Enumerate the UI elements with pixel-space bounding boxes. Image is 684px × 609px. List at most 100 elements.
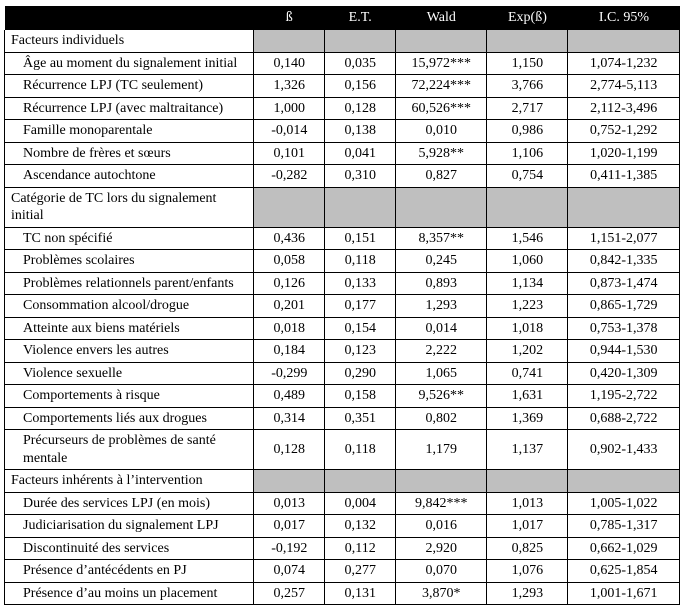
table-row: Présence d’antécédents en PJ0,0740,2770,… [5,560,680,583]
table-row: Comportements à risque0,4890,1589,526**1… [5,385,680,408]
cell-et: 0,118 [325,430,396,470]
cell-exp: 1,013 [487,492,568,515]
cell-wald: 60,526*** [396,97,487,120]
row-label: Précurseurs de problèmes de santé mental… [5,430,254,470]
cell-et: 0,118 [325,250,396,273]
cell-wald: 0,016 [396,515,487,538]
cell-et: 0,138 [325,120,396,143]
cell-wald: 2,920 [396,537,487,560]
cell-exp: 1,134 [487,272,568,295]
cell-b: -0,299 [254,362,325,385]
section-empty-cell [325,187,396,227]
table-row: Récurrence LPJ (TC seulement)1,3260,1567… [5,75,680,98]
table-row: Violence sexuelle-0,2990,2901,0650,7410,… [5,362,680,385]
cell-ci: 0,865-1,729 [568,295,680,318]
cell-wald: 0,014 [396,317,487,340]
cell-et: 0,290 [325,362,396,385]
cell-ci: 1,074-1,232 [568,52,680,75]
col-header-et: E.T. [325,6,396,30]
cell-wald: 15,972*** [396,52,487,75]
col-header-ci: I.C. 95% [568,6,680,30]
section-empty-cell [568,187,680,227]
table-row: Discontinuité des services-0,1920,1122,9… [5,537,680,560]
row-label: TC non spécifié [5,227,254,250]
row-label: Comportements liés aux drogues [5,407,254,430]
regression-table: ß E.T. Wald Exp(ß) I.C. 95% Facteurs ind… [4,6,680,605]
cell-et: 0,156 [325,75,396,98]
section-empty-cell [568,470,680,493]
cell-ci: 0,411-1,385 [568,165,680,188]
cell-ci: 1,001-1,671 [568,582,680,605]
section-header: Facteurs inhérents à l’intervention [5,470,680,493]
row-label: Violence envers les autres [5,340,254,363]
cell-b: 0,058 [254,250,325,273]
cell-b: -0,282 [254,165,325,188]
col-header-exp: Exp(ß) [487,6,568,30]
cell-b: 1,326 [254,75,325,98]
cell-b: 0,101 [254,142,325,165]
cell-ci: 1,195-2,722 [568,385,680,408]
table-row: Récurrence LPJ (avec maltraitance)1,0000… [5,97,680,120]
section-empty-cell [487,470,568,493]
cell-exp: 1,076 [487,560,568,583]
row-label: Récurrence LPJ (TC seulement) [5,75,254,98]
cell-wald: 9,842*** [396,492,487,515]
cell-b: -0,014 [254,120,325,143]
table-row: Famille monoparentale-0,0140,1380,0100,9… [5,120,680,143]
cell-ci: 0,688-2,722 [568,407,680,430]
section-title: Facteurs individuels [5,30,254,52]
cell-ci: 0,420-1,309 [568,362,680,385]
row-label: Présence d’au moins un placement [5,582,254,605]
cell-exp: 1,018 [487,317,568,340]
table-row: Problèmes scolaires0,0580,1180,2451,0600… [5,250,680,273]
section-empty-cell [568,30,680,52]
cell-et: 0,131 [325,582,396,605]
col-header-blank [5,6,254,30]
cell-b: 0,436 [254,227,325,250]
row-label: Durée des services LPJ (en mois) [5,492,254,515]
section-empty-cell [396,30,487,52]
cell-et: 0,112 [325,537,396,560]
cell-et: 0,123 [325,340,396,363]
table-row: Comportements liés aux drogues0,3140,351… [5,407,680,430]
cell-exp: 1,546 [487,227,568,250]
cell-exp: 1,106 [487,142,568,165]
table-row: Ascendance autochtone-0,2820,3100,8270,7… [5,165,680,188]
cell-et: 0,133 [325,272,396,295]
cell-b: 0,017 [254,515,325,538]
section-empty-cell [254,30,325,52]
table-row: Atteinte aux biens matériels0,0180,1540,… [5,317,680,340]
cell-exp: 0,754 [487,165,568,188]
cell-exp: 1,631 [487,385,568,408]
row-label: Comportements à risque [5,385,254,408]
cell-wald: 0,070 [396,560,487,583]
cell-ci: 0,785-1,317 [568,515,680,538]
cell-exp: 1,060 [487,250,568,273]
table-row: Présence d’au moins un placement0,2570,1… [5,582,680,605]
row-label: Présence d’antécédents en PJ [5,560,254,583]
cell-ci: 0,902-1,433 [568,430,680,470]
row-label: Problèmes scolaires [5,250,254,273]
cell-ci: 2,112-3,496 [568,97,680,120]
section-empty-cell [325,470,396,493]
cell-wald: 1,179 [396,430,487,470]
cell-et: 0,310 [325,165,396,188]
cell-wald: 0,245 [396,250,487,273]
cell-et: 0,351 [325,407,396,430]
cell-b: 0,489 [254,385,325,408]
cell-et: 0,041 [325,142,396,165]
cell-b: 0,013 [254,492,325,515]
table-row: Judiciarisation du signalement LPJ0,0170… [5,515,680,538]
cell-exp: 0,986 [487,120,568,143]
cell-exp: 3,766 [487,75,568,98]
cell-ci: 1,151-2,077 [568,227,680,250]
cell-wald: 0,010 [396,120,487,143]
table-row: Problèmes relationnels parent/enfants0,1… [5,272,680,295]
section-empty-cell [254,187,325,227]
row-label: Récurrence LPJ (avec maltraitance) [5,97,254,120]
cell-et: 0,277 [325,560,396,583]
section-empty-cell [487,187,568,227]
cell-wald: 8,357** [396,227,487,250]
cell-exp: 0,741 [487,362,568,385]
cell-ci: 2,774-5,113 [568,75,680,98]
